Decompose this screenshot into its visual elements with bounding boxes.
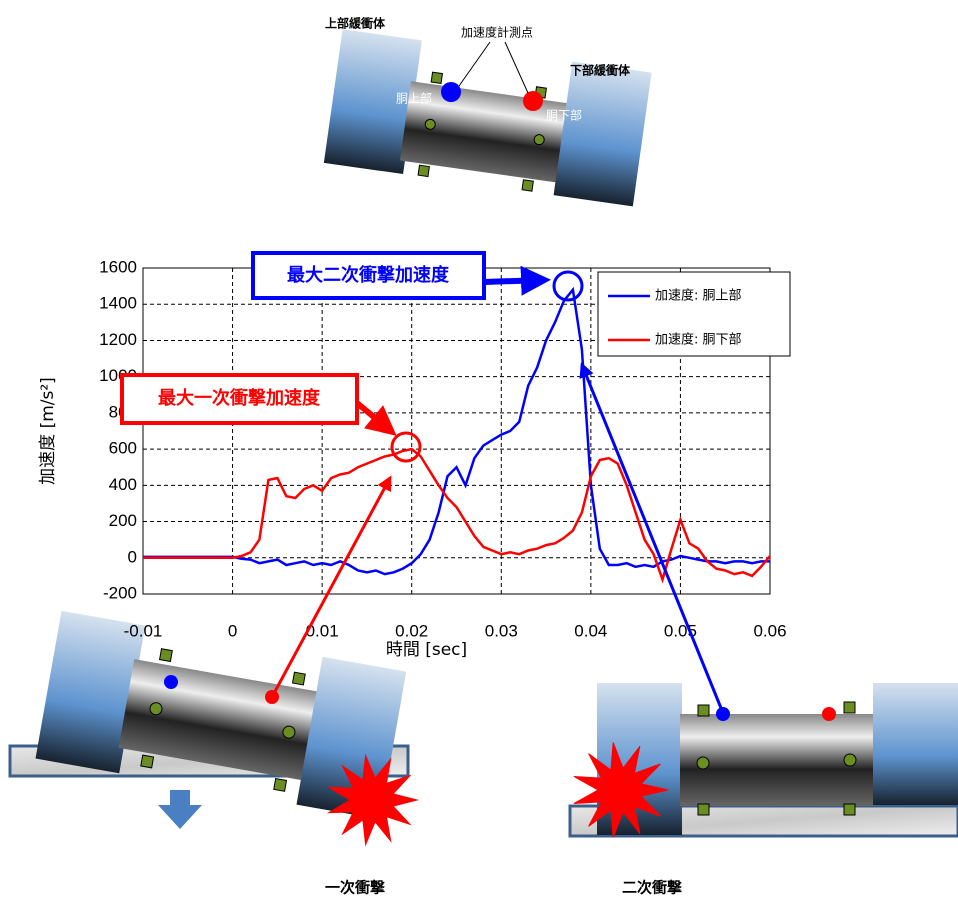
x-tick-label: 0 bbox=[228, 621, 237, 640]
buffer bbox=[323, 29, 422, 175]
x-axis-label: 時間 [sec] bbox=[386, 640, 467, 660]
y-tick-label: 0 bbox=[128, 547, 137, 566]
label: 下部緩衝体 bbox=[570, 63, 631, 78]
plot: -20002004006008001000120014001600-0.0100… bbox=[38, 257, 791, 660]
legend bbox=[597, 271, 791, 357]
y-tick-label: 1600 bbox=[99, 257, 137, 276]
y-tick-label: 600 bbox=[109, 439, 137, 458]
annotation: 最大一次衝撃加速度 bbox=[158, 387, 321, 409]
x-tick-label: 0.03 bbox=[485, 621, 518, 640]
x-tick-label: -0.01 bbox=[124, 621, 163, 640]
primary-diagram: 一次衝撃 bbox=[8, 610, 419, 897]
label: 一次衝撃 bbox=[325, 879, 385, 897]
label: 胴上部 bbox=[396, 91, 432, 106]
label: 加速度計測点 bbox=[461, 25, 533, 40]
annotations: 最大一次衝撃加速度 最大二次衝撃加速度 bbox=[120, 251, 725, 714]
top-diagram: 上部緩衝体 加速度計測点 下部緩衝体 胴上部 胴下部 bbox=[323, 16, 652, 207]
y-axis-label: 加速度 [m/s²] bbox=[38, 377, 58, 485]
x-tick-label: 0.04 bbox=[574, 621, 607, 640]
annotation: 最大二次衝撃加速度 bbox=[287, 264, 450, 286]
label: 上部緩衝体 bbox=[325, 16, 386, 31]
x-tick-label: 0.02 bbox=[395, 621, 428, 640]
x-tick-label: 0.06 bbox=[753, 621, 786, 640]
label: 胴下部 bbox=[546, 108, 582, 123]
sensor-dot bbox=[523, 91, 543, 111]
legend-label: 加速度: 胴下部 bbox=[655, 332, 742, 348]
legend-label: 加速度: 胴上部 bbox=[655, 288, 742, 304]
buffer bbox=[553, 61, 652, 207]
y-tick-label: -200 bbox=[103, 583, 137, 602]
y-tick-label: 1400 bbox=[99, 294, 137, 313]
y-tick-label: 400 bbox=[109, 475, 137, 494]
sensor-dot bbox=[441, 82, 461, 102]
x-tick-label: 0.01 bbox=[306, 621, 339, 640]
secondary-diagram: 二次衝撃 bbox=[568, 683, 958, 897]
y-tick-label: 1200 bbox=[99, 330, 137, 349]
y-tick-label: 200 bbox=[109, 511, 137, 530]
label: 二次衝撃 bbox=[622, 879, 682, 897]
series-line bbox=[143, 286, 770, 576]
